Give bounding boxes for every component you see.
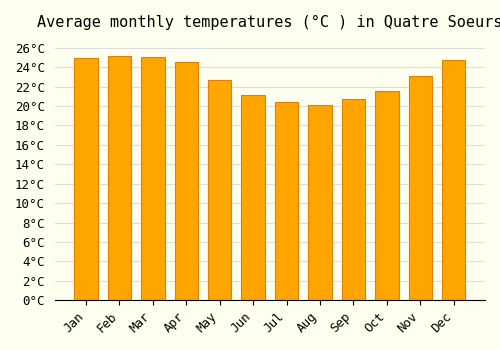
Title: Average monthly temperatures (°C ) in Quatre Soeurs: Average monthly temperatures (°C ) in Qu… (37, 15, 500, 30)
Bar (275, 102, 298, 300)
Bar (375, 91, 398, 300)
Bar (342, 99, 365, 300)
Bar (108, 56, 131, 300)
Bar (208, 80, 232, 300)
Bar (242, 96, 265, 300)
Bar (442, 61, 466, 300)
Bar (141, 57, 165, 300)
Bar (308, 105, 332, 300)
Bar (174, 62, 198, 300)
Bar (74, 57, 98, 300)
Bar (408, 76, 432, 300)
